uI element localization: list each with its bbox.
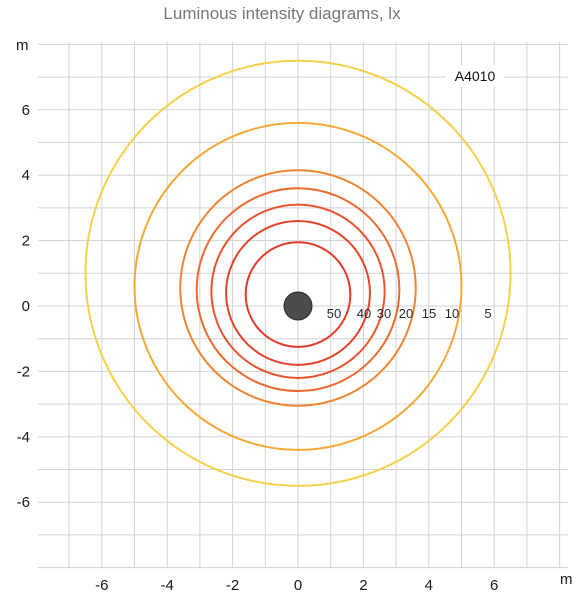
x-tick-label: 4 xyxy=(425,577,433,594)
y-axis-unit: m xyxy=(16,37,29,54)
chart-title: Luminous intensity diagrams, lx xyxy=(163,4,401,23)
x-axis-ticks: -6 -4 -2 0 2 4 6 xyxy=(95,577,498,594)
isoline-label-5: 5 xyxy=(484,306,491,321)
isoline-label-20: 20 xyxy=(399,306,413,321)
isoline-label-10: 10 xyxy=(445,306,459,321)
isoline-label-15: 15 xyxy=(422,306,436,321)
x-tick-label: 2 xyxy=(359,577,367,594)
model-badge-bg xyxy=(446,65,504,87)
x-tick-label: 6 xyxy=(490,577,498,594)
x-tick-label: -4 xyxy=(161,577,174,594)
isoline-30-lx xyxy=(210,203,386,379)
isolines xyxy=(84,59,512,487)
y-tick-label: -2 xyxy=(17,363,30,380)
y-tick-label: -6 xyxy=(17,494,30,511)
isoline-label-50: 50 xyxy=(327,306,341,321)
isoline-15-lx xyxy=(179,169,417,407)
isoline-labels: 50 40 30 20 15 10 5 xyxy=(327,306,492,321)
model-badge: A4010 xyxy=(446,65,504,87)
isoline-5-lx xyxy=(84,59,512,487)
isoline-10-lx xyxy=(133,121,463,451)
model-label: A4010 xyxy=(455,68,496,84)
light-source-marker xyxy=(283,291,313,321)
x-tick-label: -6 xyxy=(95,577,108,594)
isoline-label-30: 30 xyxy=(377,306,391,321)
y-tick-label: 6 xyxy=(22,102,30,119)
y-tick-label: -4 xyxy=(17,429,30,446)
isoline-20-lx xyxy=(195,187,401,393)
isoline-50-lx xyxy=(244,241,352,348)
y-tick-label: 0 xyxy=(22,298,30,315)
isoline-label-40: 40 xyxy=(357,306,371,321)
isoline-40-lx xyxy=(225,219,371,366)
x-tick-label: -2 xyxy=(226,577,239,594)
y-tick-label: 4 xyxy=(22,167,30,184)
x-tick-label: 0 xyxy=(294,577,302,594)
y-tick-label: 2 xyxy=(22,233,30,250)
x-axis-unit: m xyxy=(560,571,573,588)
y-axis-ticks: 6 4 2 0 -2 -4 -6 xyxy=(17,102,30,511)
